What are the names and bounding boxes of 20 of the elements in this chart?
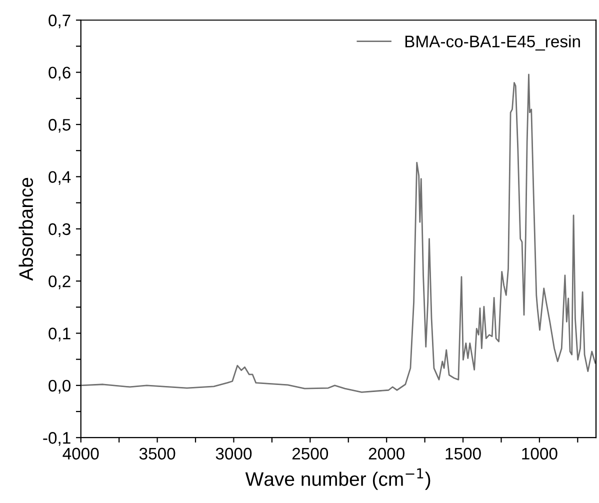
- y-tick-label: 0,6: [48, 66, 70, 80]
- y-tick-label: 0,1: [48, 328, 70, 342]
- x-tick-label: 4000: [62, 448, 99, 460]
- y-tick-label: 0,3: [48, 223, 70, 238]
- y-tick-label: -0,1: [43, 432, 70, 446]
- y-axis-title: Absorbance: [18, 178, 34, 281]
- x-axis-title: Wave number (cm$^{−1}$): [245, 468, 430, 490]
- x-tick-label: 2000: [368, 448, 404, 460]
- y-tick-label: 0,2: [48, 275, 70, 290]
- y-tick-label: 0,5: [48, 118, 70, 133]
- y-tick-label: 0,0: [48, 380, 70, 394]
- x-tick-label: 3000: [216, 448, 252, 460]
- x-tick-label: 1500: [446, 448, 481, 460]
- line-series: [80, 74, 596, 393]
- x-tick-label: 2500: [292, 448, 328, 460]
- y-tick-label: 0,4: [48, 171, 71, 185]
- x-tick-label: 3500: [139, 448, 176, 460]
- y-tick-label: 0,7: [48, 14, 70, 28]
- legend-label: BMA-co-BA1-E45_resin: [405, 35, 580, 51]
- x-tick-label: 1000: [522, 448, 558, 460]
